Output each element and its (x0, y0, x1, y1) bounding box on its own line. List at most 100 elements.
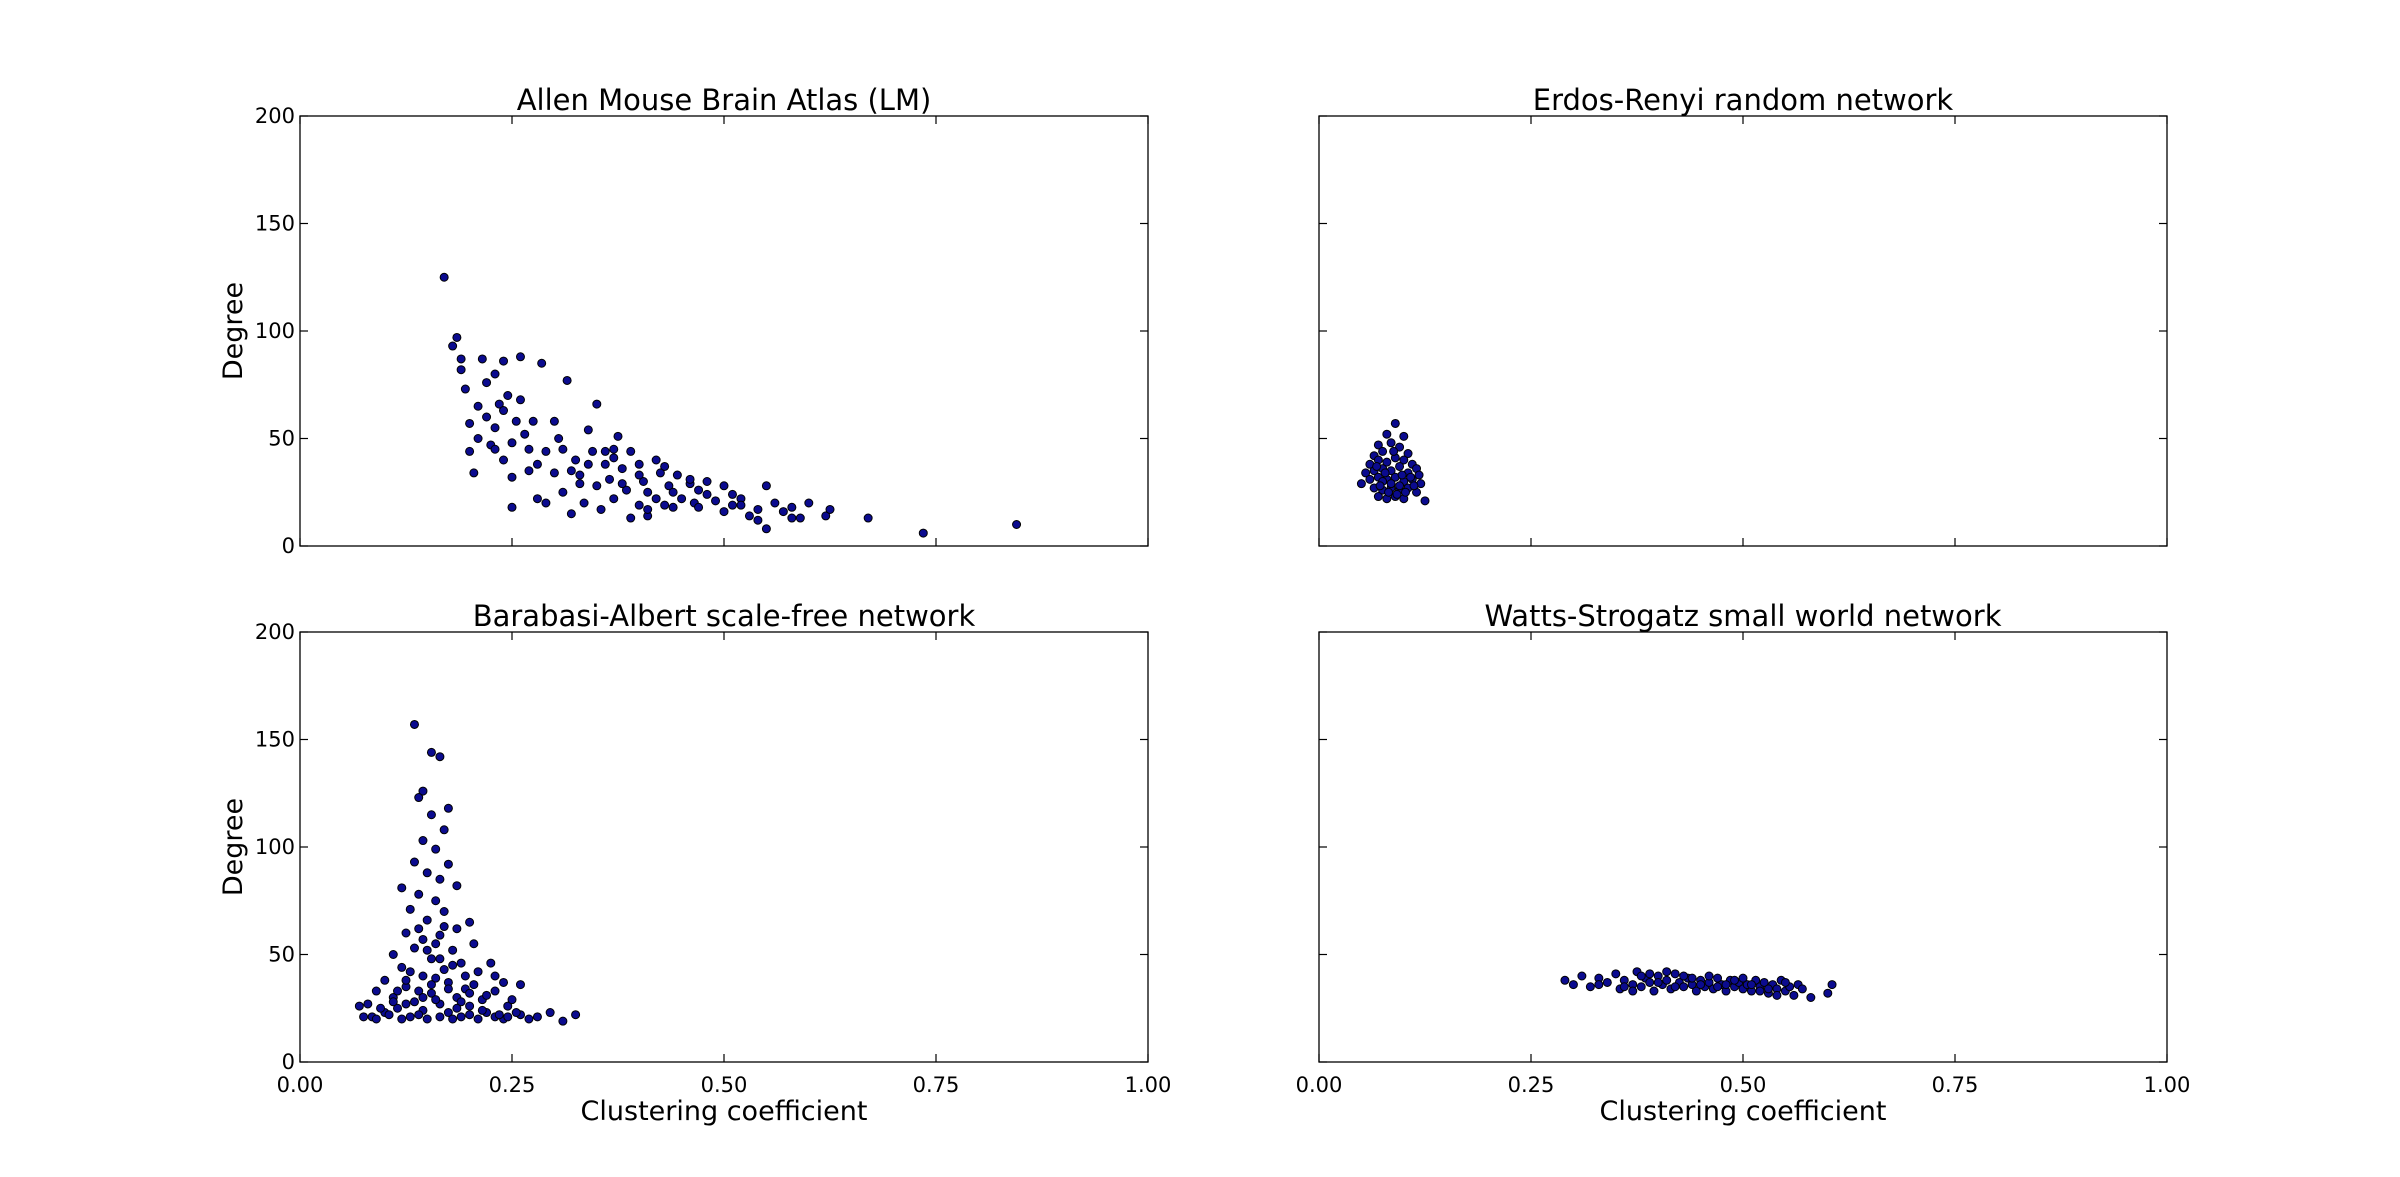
data-point (795, 513, 805, 523)
data-point (384, 1010, 394, 1020)
data-point (490, 423, 500, 433)
data-point (566, 509, 576, 519)
data-point (515, 352, 525, 362)
data-point (499, 406, 509, 416)
data-point (1687, 973, 1697, 983)
data-point (439, 965, 449, 975)
data-point (1827, 980, 1837, 990)
data-point (414, 889, 424, 899)
data-point (770, 498, 780, 508)
scatter-panel-barabasi-albert: 0.00 0.25 0.50 0.75 1.00 0 50 100 150 200 Barabasi… (218, 599, 1171, 1127)
data-point (431, 896, 441, 906)
data-point (401, 928, 411, 938)
plot-frame (1318, 115, 2168, 547)
data-point (1619, 982, 1629, 992)
data-point (435, 874, 445, 884)
data-point (1395, 461, 1405, 471)
data-point (558, 1016, 568, 1026)
data-point (452, 924, 462, 934)
data-point (439, 907, 449, 916)
data-point (566, 466, 576, 476)
data-point (473, 1014, 483, 1024)
data-point (668, 502, 678, 512)
data-point (571, 455, 581, 465)
data-point (1645, 977, 1655, 987)
data-point (456, 1012, 466, 1022)
data-point (626, 446, 636, 456)
data-point (609, 494, 619, 504)
data-point (1670, 982, 1680, 992)
data-point (443, 859, 453, 869)
data-point (617, 479, 627, 489)
data-point (363, 999, 373, 1009)
data-point (1653, 977, 1663, 987)
data-point (1420, 496, 1430, 506)
data-point (787, 502, 797, 512)
data-point (727, 500, 737, 510)
data-point (435, 1012, 445, 1022)
data-point (1585, 982, 1595, 992)
data-point (694, 502, 704, 512)
y-axis-label: Degree (218, 798, 249, 896)
data-point (448, 341, 458, 351)
data-point (431, 844, 441, 854)
data-point (1696, 980, 1706, 990)
data-point (435, 752, 445, 762)
data-point (515, 980, 525, 990)
data-point (660, 500, 670, 510)
data-point (1679, 971, 1689, 981)
y-axis-label: Degree (218, 282, 249, 380)
data-point (426, 810, 436, 820)
data-point (435, 930, 445, 940)
data-point (1679, 982, 1689, 992)
data-point (753, 504, 763, 514)
data-point (426, 954, 436, 964)
data-point (719, 507, 729, 517)
data-point (1759, 977, 1769, 987)
data-point (469, 939, 479, 949)
data-point (422, 915, 432, 925)
data-point (1372, 461, 1382, 471)
data-point (1730, 975, 1740, 985)
data-point (469, 468, 479, 478)
data-point (702, 489, 712, 499)
data-point (443, 984, 453, 994)
data-point (588, 446, 598, 456)
data-point (456, 365, 466, 375)
y-tick-label: 150 (255, 212, 295, 236)
data-point (507, 995, 517, 1005)
data-point (1382, 457, 1392, 467)
y-tick-label: 100 (255, 319, 295, 343)
data-point (562, 375, 572, 385)
data-point (460, 971, 470, 981)
data-point (422, 945, 432, 955)
data-point (1763, 984, 1773, 994)
data-point (422, 868, 432, 878)
data-point (626, 513, 636, 523)
data-point (422, 1014, 432, 1024)
data-point (405, 967, 415, 977)
data-point (426, 988, 436, 998)
y-tick-label: 0 (282, 1050, 295, 1074)
data-point (1400, 487, 1410, 497)
data-point (401, 975, 411, 985)
data-point (918, 528, 928, 538)
data-point (435, 954, 445, 964)
data-point (490, 444, 500, 454)
data-point (1409, 481, 1419, 491)
data-point (583, 425, 593, 435)
data-point (469, 980, 479, 990)
data-point (376, 1003, 386, 1013)
data-point (660, 461, 670, 471)
data-point (1395, 442, 1405, 452)
y-tick-label: 50 (268, 427, 295, 451)
data-point (490, 986, 500, 996)
data-point (1645, 969, 1655, 979)
x-tick-label: 0.75 (1932, 1073, 1979, 1097)
data-point (409, 997, 419, 1007)
data-point (371, 986, 381, 996)
data-point (431, 995, 441, 1005)
data-point (651, 494, 661, 504)
data-point (744, 511, 754, 521)
x-axis-label: Clustering coefficient (1600, 1096, 1887, 1127)
